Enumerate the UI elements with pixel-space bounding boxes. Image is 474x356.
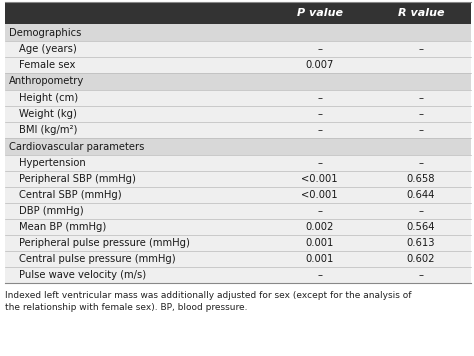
Text: –: – bbox=[419, 44, 423, 54]
Text: Mean BP (mmHg): Mean BP (mmHg) bbox=[19, 222, 106, 232]
Bar bbox=[5, 267, 471, 283]
Bar bbox=[5, 155, 471, 171]
Bar bbox=[5, 171, 471, 187]
Text: Female sex: Female sex bbox=[19, 60, 75, 70]
Text: –: – bbox=[419, 270, 423, 280]
Text: Central pulse pressure (mmHg): Central pulse pressure (mmHg) bbox=[19, 254, 176, 264]
Text: 0.564: 0.564 bbox=[407, 222, 435, 232]
Text: Peripheral SBP (mmHg): Peripheral SBP (mmHg) bbox=[19, 174, 136, 184]
Text: <0.001: <0.001 bbox=[301, 174, 338, 184]
Text: 0.644: 0.644 bbox=[407, 190, 435, 200]
Text: 0.001: 0.001 bbox=[305, 254, 334, 264]
Text: –: – bbox=[317, 109, 322, 119]
Text: Age (years): Age (years) bbox=[19, 44, 77, 54]
Text: Height (cm): Height (cm) bbox=[19, 93, 78, 103]
Text: P value: P value bbox=[297, 8, 343, 18]
Text: –: – bbox=[419, 158, 423, 168]
Text: Cardiovascular parameters: Cardiovascular parameters bbox=[9, 141, 145, 152]
Text: Indexed left ventricular mass was additionally adjusted for sex (except for the : Indexed left ventricular mass was additi… bbox=[5, 291, 411, 312]
Text: 0.001: 0.001 bbox=[305, 238, 334, 248]
Text: 0.613: 0.613 bbox=[407, 238, 435, 248]
Text: –: – bbox=[317, 93, 322, 103]
Text: 0.002: 0.002 bbox=[305, 222, 334, 232]
Bar bbox=[5, 219, 471, 235]
Text: <0.001: <0.001 bbox=[301, 190, 338, 200]
Text: 0.602: 0.602 bbox=[407, 254, 435, 264]
Bar bbox=[5, 2, 471, 24]
Text: 0.007: 0.007 bbox=[305, 60, 334, 70]
Text: Anthropometry: Anthropometry bbox=[9, 77, 84, 87]
Text: –: – bbox=[317, 125, 322, 135]
Text: –: – bbox=[419, 109, 423, 119]
Bar bbox=[5, 122, 471, 138]
Bar bbox=[5, 235, 471, 251]
Text: 0.658: 0.658 bbox=[407, 174, 435, 184]
Bar bbox=[5, 251, 471, 267]
Bar bbox=[5, 73, 471, 90]
Text: Pulse wave velocity (m/s): Pulse wave velocity (m/s) bbox=[19, 270, 146, 280]
Text: R value: R value bbox=[398, 8, 444, 18]
Text: Hypertension: Hypertension bbox=[19, 158, 86, 168]
Text: Demographics: Demographics bbox=[9, 27, 82, 37]
Text: Central SBP (mmHg): Central SBP (mmHg) bbox=[19, 190, 122, 200]
Text: –: – bbox=[317, 44, 322, 54]
Text: –: – bbox=[317, 158, 322, 168]
Bar bbox=[5, 203, 471, 219]
Bar bbox=[5, 106, 471, 122]
Text: –: – bbox=[419, 125, 423, 135]
Text: –: – bbox=[317, 206, 322, 216]
Bar bbox=[5, 57, 471, 73]
Text: –: – bbox=[419, 93, 423, 103]
Bar bbox=[5, 41, 471, 57]
Text: Weight (kg): Weight (kg) bbox=[19, 109, 77, 119]
Bar bbox=[5, 24, 471, 41]
Bar bbox=[5, 90, 471, 106]
Text: –: – bbox=[419, 206, 423, 216]
Text: Peripheral pulse pressure (mmHg): Peripheral pulse pressure (mmHg) bbox=[19, 238, 190, 248]
Bar bbox=[5, 138, 471, 155]
Text: DBP (mmHg): DBP (mmHg) bbox=[19, 206, 83, 216]
Text: BMI (kg/m²): BMI (kg/m²) bbox=[19, 125, 77, 135]
Text: –: – bbox=[317, 270, 322, 280]
Bar bbox=[5, 187, 471, 203]
